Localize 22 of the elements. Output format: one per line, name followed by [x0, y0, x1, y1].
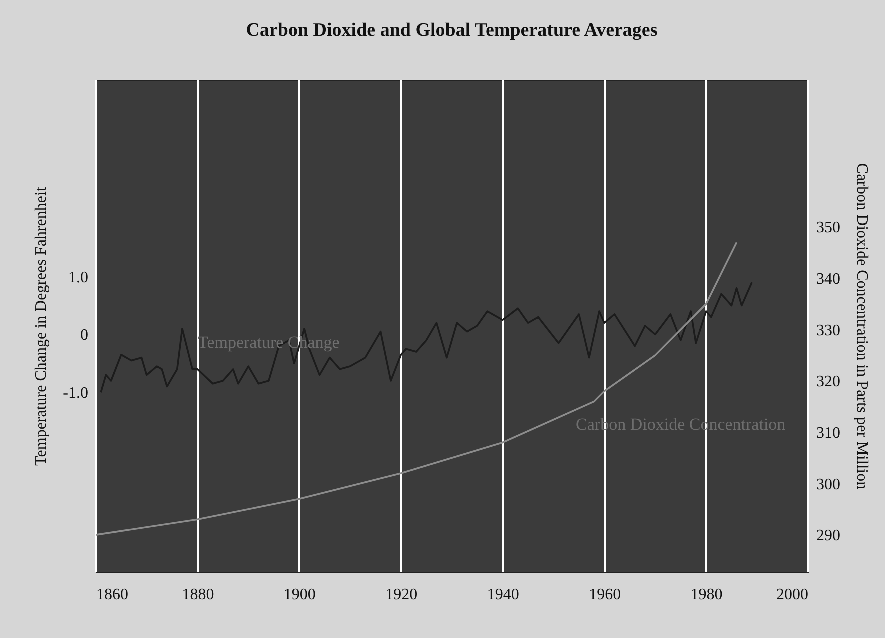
y2-tick-label: 310: [816, 424, 840, 442]
y-tick-label: 0: [80, 327, 88, 344]
y2-tick-label: 350: [816, 220, 840, 237]
y2-axis-title: Carbon Dioxide Concentration in Parts per Million: [854, 163, 870, 490]
x-tick-label: 1880: [182, 586, 214, 604]
y2-tick-label: 330: [816, 322, 840, 340]
x-tick-label: 1900: [284, 586, 316, 604]
y2-tick-label: 340: [816, 271, 840, 288]
line-series: [100, 282, 753, 394]
x-tick-label: 1980: [690, 586, 723, 604]
y-axis-title: Temperature Change in Degrees Fahrenheit: [33, 186, 50, 466]
x-tick-label: 1960: [589, 586, 622, 604]
x-tick-label: 1940: [487, 586, 520, 604]
y-tick-label: -1.0: [63, 385, 88, 402]
x-tick-label: 1860: [96, 586, 128, 604]
y2-tick-label: 290: [816, 528, 840, 545]
y2-tick-label: 320: [816, 374, 840, 391]
x-tick-label: 1920: [386, 586, 418, 604]
y-tick-label: 1.0: [68, 269, 88, 286]
chart-title: Carbon Dioxide and Global Temperature Averages: [246, 20, 658, 41]
x-tick-label: 2000: [776, 586, 808, 604]
y2-tick-label: 300: [816, 476, 840, 494]
